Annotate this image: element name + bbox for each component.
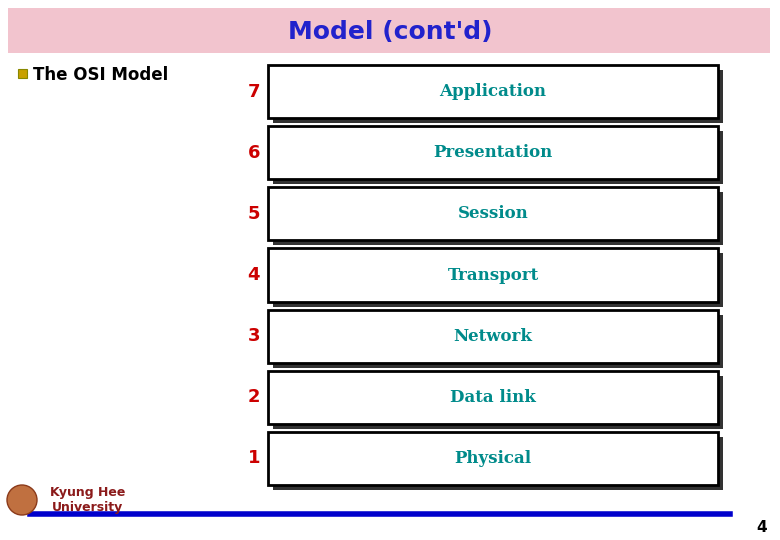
Text: The OSI Model: The OSI Model: [33, 66, 168, 84]
Text: 5: 5: [247, 205, 260, 223]
Text: Physical: Physical: [455, 450, 531, 467]
Bar: [8, 8, 770, 53]
Text: Model (cont'd): Model (cont'd): [288, 20, 492, 44]
Bar: [268, 248, 718, 301]
Text: 2: 2: [247, 388, 260, 406]
Text: Session: Session: [458, 205, 528, 222]
Bar: [268, 309, 718, 363]
Bar: [268, 371, 718, 424]
Text: 1: 1: [247, 449, 260, 468]
Bar: [268, 432, 718, 485]
Text: 4: 4: [757, 521, 768, 536]
Text: Presentation: Presentation: [434, 144, 552, 161]
Bar: [273, 376, 723, 429]
Bar: [268, 187, 718, 240]
Text: Data link: Data link: [450, 389, 536, 406]
Text: 6: 6: [247, 144, 260, 161]
Text: Kyung Hee
University: Kyung Hee University: [50, 486, 126, 514]
Bar: [268, 126, 718, 179]
Text: Application: Application: [439, 83, 547, 100]
Bar: [268, 65, 718, 118]
Bar: [273, 437, 723, 490]
Bar: [273, 131, 723, 184]
Bar: [18, 69, 27, 78]
Bar: [273, 70, 723, 123]
Circle shape: [7, 485, 37, 515]
Text: 3: 3: [247, 327, 260, 345]
Text: 4: 4: [247, 266, 260, 284]
Text: Network: Network: [453, 328, 533, 345]
Text: 7: 7: [247, 83, 260, 100]
Bar: [273, 315, 723, 368]
Bar: [273, 253, 723, 307]
Bar: [273, 192, 723, 245]
Text: Transport: Transport: [448, 267, 539, 284]
